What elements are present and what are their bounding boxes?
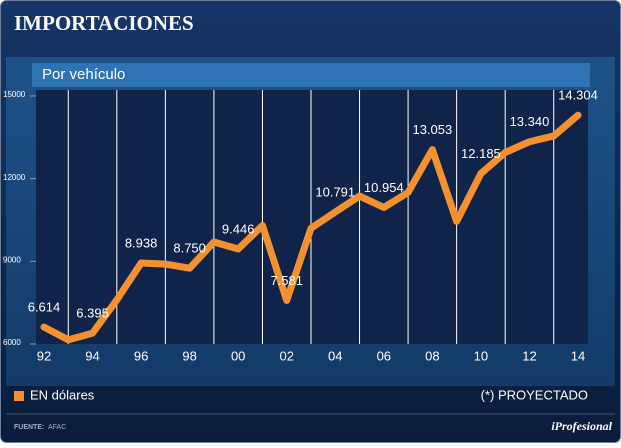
note: (*) PROYECTADO <box>481 387 588 402</box>
data-label: 8.938 <box>125 235 158 250</box>
brand: iProfesional <box>551 419 612 433</box>
x-tick-label: 06 <box>377 348 391 363</box>
data-label: 6.395 <box>76 306 109 321</box>
data-label: 13.340 <box>510 114 550 129</box>
y-tick-label: 9000 <box>3 255 21 264</box>
x-tick-label: 04 <box>328 348 342 363</box>
x-tick-label: 94 <box>85 348 99 363</box>
x-tick-label: 92 <box>37 348 51 363</box>
legend-swatch <box>14 391 24 401</box>
subtitle: Por vehículo <box>42 66 125 83</box>
subtitle-bar <box>32 63 590 87</box>
data-label: 8.750 <box>173 241 206 256</box>
x-tick-label: 10 <box>474 348 488 363</box>
data-label: 7.581 <box>270 273 303 288</box>
y-tick-label: 6000 <box>3 338 21 347</box>
x-tick-label: 08 <box>425 348 439 363</box>
chart-title: IMPORTACIONES <box>14 11 194 35</box>
data-label: 14.304 <box>558 88 598 103</box>
data-label: 10.954 <box>364 180 404 195</box>
y-tick-label: 12000 <box>3 173 26 182</box>
x-tick-label: 12 <box>522 348 536 363</box>
x-tick-label: 96 <box>134 348 148 363</box>
source: AFAC <box>48 424 66 431</box>
data-label: 10.791 <box>315 184 355 199</box>
y-tick-label: 15000 <box>3 90 26 99</box>
line <box>40 111 582 344</box>
data-label: 12.185 <box>461 146 501 161</box>
x-tick-label: 02 <box>279 348 293 363</box>
data-label: 6.614 <box>28 300 61 315</box>
data-label: 9.446 <box>222 221 255 236</box>
x-tick-label: 14 <box>571 348 585 363</box>
source-label: FUENTE: <box>14 424 44 431</box>
data-label: 13.053 <box>412 122 452 137</box>
x-tick-label: 98 <box>182 348 196 363</box>
legend-label: EN dólares <box>30 387 95 402</box>
plot-area <box>36 90 588 344</box>
x-tick-label: 00 <box>231 348 245 363</box>
